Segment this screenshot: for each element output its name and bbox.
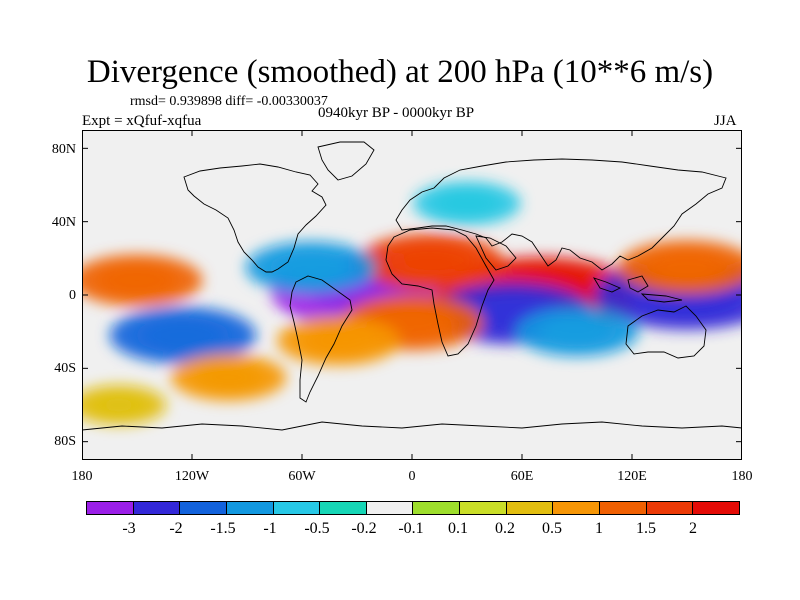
colorbar-swatch: [273, 502, 321, 514]
colorbar-swatch: [413, 502, 461, 514]
field-blob: [413, 181, 521, 226]
colorbar-label: -0.5: [304, 520, 330, 537]
colorbar-swatch: [600, 502, 647, 514]
field-blob: [515, 306, 639, 357]
field-blob: [82, 254, 203, 307]
field-blob: [170, 354, 287, 401]
colorbar-label: 2: [689, 520, 697, 537]
period-label: 0940kyr BP - 0000kyr BP: [318, 105, 475, 121]
x-tick-label: 0: [408, 469, 416, 484]
colorbar-label: 1: [595, 520, 603, 537]
colorbar-label: -0.2: [351, 520, 377, 537]
field-blob: [82, 384, 167, 426]
colorbar-swatch: [320, 502, 367, 514]
colorbar-swatch: [460, 502, 507, 514]
coast-north-america: [183, 163, 327, 273]
y-tick-label: 40N: [51, 215, 76, 230]
colorbar-label: -3: [122, 520, 136, 537]
x-tick-label: 180: [731, 469, 753, 484]
field-blob: [277, 316, 401, 366]
field-blob: [617, 240, 742, 295]
coast-arabia: [475, 235, 517, 271]
colorbar-label: -2: [169, 520, 183, 537]
experiment-label: Expt = xQfuf-xqfua: [82, 113, 202, 129]
coast-greenland: [317, 141, 375, 181]
x-tick-label: 120W: [174, 469, 210, 484]
y-tick-label: 0: [69, 288, 76, 303]
field-blob: [109, 306, 257, 364]
colorbar-swatch: [693, 502, 739, 514]
y-tick-label: 80N: [51, 142, 76, 157]
colorbar-swatch: [133, 502, 181, 514]
colorbar-swatch: [553, 502, 601, 514]
colorbar-swatch: [646, 502, 694, 514]
colorbar-swatch: [506, 502, 554, 514]
coast-eurasia: [395, 158, 727, 271]
x-tick-label: 120E: [617, 469, 647, 484]
field-blob: [245, 241, 377, 294]
stats-text: rmsd= 0.939898 diff= -0.00330037: [130, 94, 328, 109]
colorbar-swatch: [366, 502, 414, 514]
x-tick-label: 180: [71, 469, 93, 484]
colorbar-label: 0.2: [495, 520, 515, 537]
colorbar: [86, 501, 740, 515]
colorbar-swatch: [87, 502, 134, 514]
x-tick-label: 60W: [288, 469, 316, 484]
colorbar-swatch: [180, 502, 227, 514]
colorbar-label: -0.1: [398, 520, 424, 537]
colorbar-label: 0.5: [542, 520, 562, 537]
coast-antarctica: [82, 421, 742, 431]
coast-south-america: [289, 275, 353, 403]
colorbar-label: 1.5: [636, 520, 656, 537]
y-tick-label: 80S: [54, 434, 76, 449]
colorbar-label: 0.1: [448, 520, 468, 537]
field-blob: [356, 233, 504, 291]
colorbar-swatch: [226, 502, 274, 514]
axis-ticks: [82, 130, 742, 460]
coast-indonesia: [592, 275, 683, 303]
colorbar-label: -1: [263, 520, 277, 537]
y-tick-label: 40S: [54, 361, 76, 376]
coast-africa: [385, 227, 495, 357]
divergence-map: [82, 130, 742, 460]
x-tick-label: 60E: [510, 469, 534, 484]
coastlines: [82, 141, 742, 431]
season-label: JJA: [714, 113, 737, 129]
map-title: Divergence (smoothed) at 200 hPa (10**6 …: [86, 54, 714, 90]
divergence-field: [82, 181, 742, 426]
colorbar-label: -1.5: [210, 520, 236, 537]
coast-australia: [625, 305, 707, 359]
map-plot: [82, 130, 742, 460]
